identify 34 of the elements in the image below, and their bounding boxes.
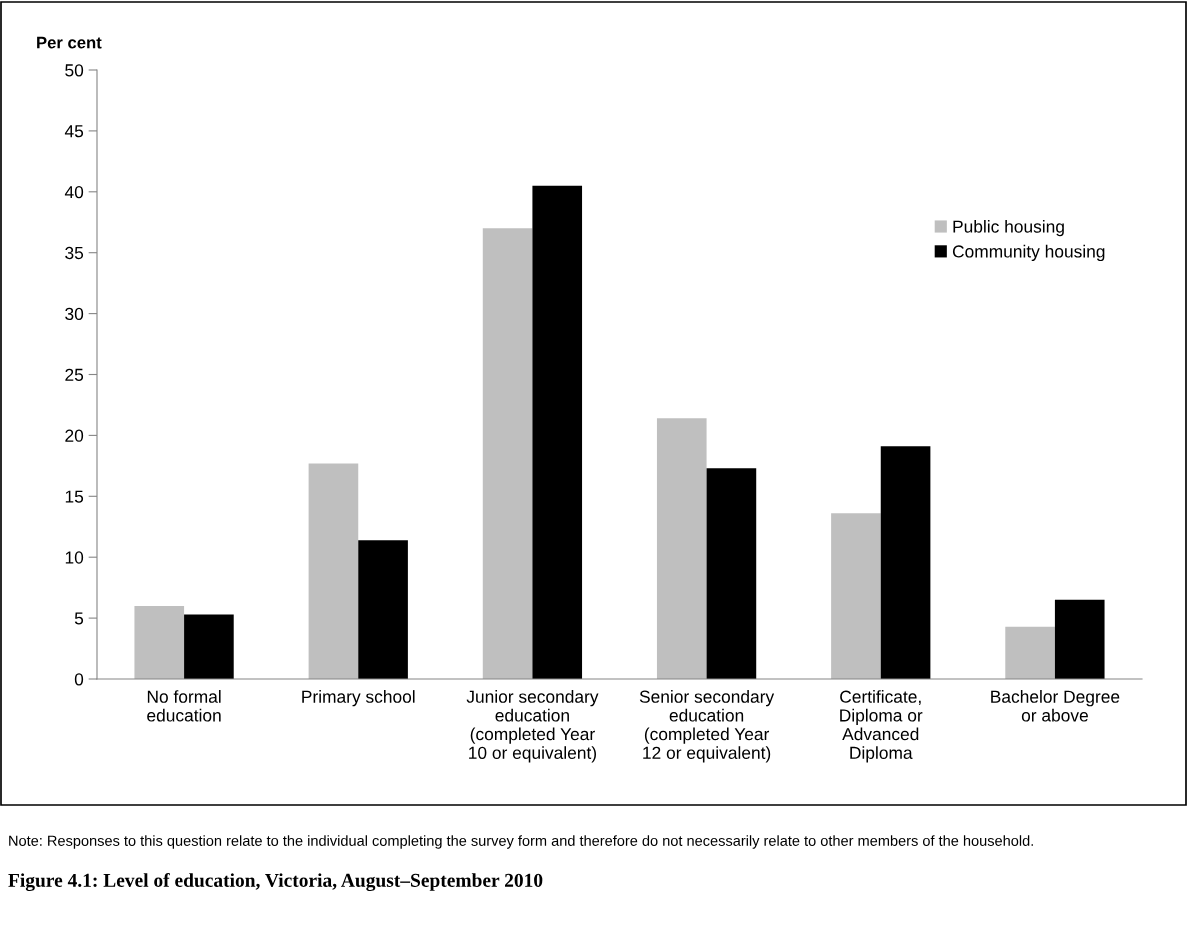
y-tick-label: 0 — [74, 673, 84, 686]
bar — [831, 513, 881, 679]
bar — [1054, 599, 1105, 679]
y-tick-label: 15 — [65, 490, 84, 503]
y-tick-label: 20 — [65, 429, 84, 442]
bar — [184, 614, 234, 679]
bar — [656, 418, 707, 679]
x-tick-label: No formal education — [147, 690, 221, 722]
bar — [1005, 626, 1055, 679]
x-tick-label: Primary school — [302, 690, 415, 707]
x-tick-label: Certificate, Diploma or Advanced Diploma — [840, 690, 923, 763]
x-tick-label: Bachelor Degree or above — [991, 690, 1120, 722]
y-tick-label: 10 — [65, 551, 84, 564]
y-tick-label: 25 — [65, 368, 84, 381]
x-tick-label: Senior secondary education (completed Year 12 or equivalent) — [639, 690, 775, 763]
bar — [134, 605, 185, 679]
bar — [880, 446, 931, 679]
y-tick-label: 35 — [65, 246, 84, 260]
y-tick-label: 30 — [65, 307, 84, 321]
y-tick-label: 45 — [64, 125, 84, 138]
bar — [706, 468, 757, 679]
y-tick-label: 50 — [65, 64, 84, 77]
text: Figure 4.1: Level of education, Victoria, August–September 2010 — [8, 873, 543, 891]
bar — [482, 228, 533, 679]
x-tick-label: Junior secondary education (completed Year 10 or equivalent) — [466, 690, 599, 763]
y-tick-label: 40 — [64, 185, 84, 199]
y-tick-label: 5 — [74, 612, 84, 625]
bar — [532, 185, 583, 679]
legend-label: Public housing — [953, 220, 1064, 237]
legend-label: Community housing — [952, 244, 1105, 262]
bar — [308, 463, 359, 679]
bar — [358, 540, 408, 679]
text: Note: Responses to this question relate to the individual completing the survey form and therefore do not necessarily relate to other members of the household. — [9, 835, 1033, 849]
y-axis-title: Per cent — [37, 36, 102, 49]
